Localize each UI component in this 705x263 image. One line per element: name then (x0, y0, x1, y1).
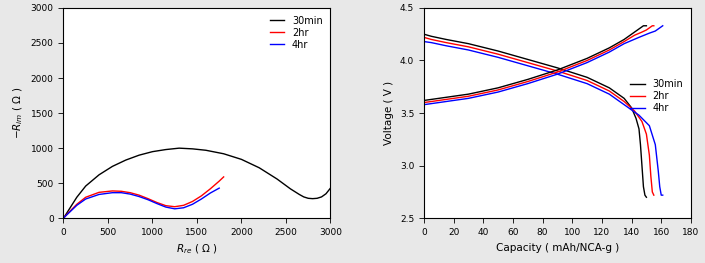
X-axis label: Capacity ( mAh/NCA-g ): Capacity ( mAh/NCA-g ) (496, 242, 619, 252)
Y-axis label: Voltage ( V ): Voltage ( V ) (384, 81, 394, 145)
Y-axis label: $-R_{im}$ ( Ω ): $-R_{im}$ ( Ω ) (11, 87, 25, 139)
Legend: 30min, 2hr, 4hr: 30min, 2hr, 4hr (266, 13, 326, 53)
Legend: 30min, 2hr, 4hr: 30min, 2hr, 4hr (627, 76, 686, 116)
X-axis label: $R_{re}$ ( Ω ): $R_{re}$ ( Ω ) (176, 242, 218, 256)
